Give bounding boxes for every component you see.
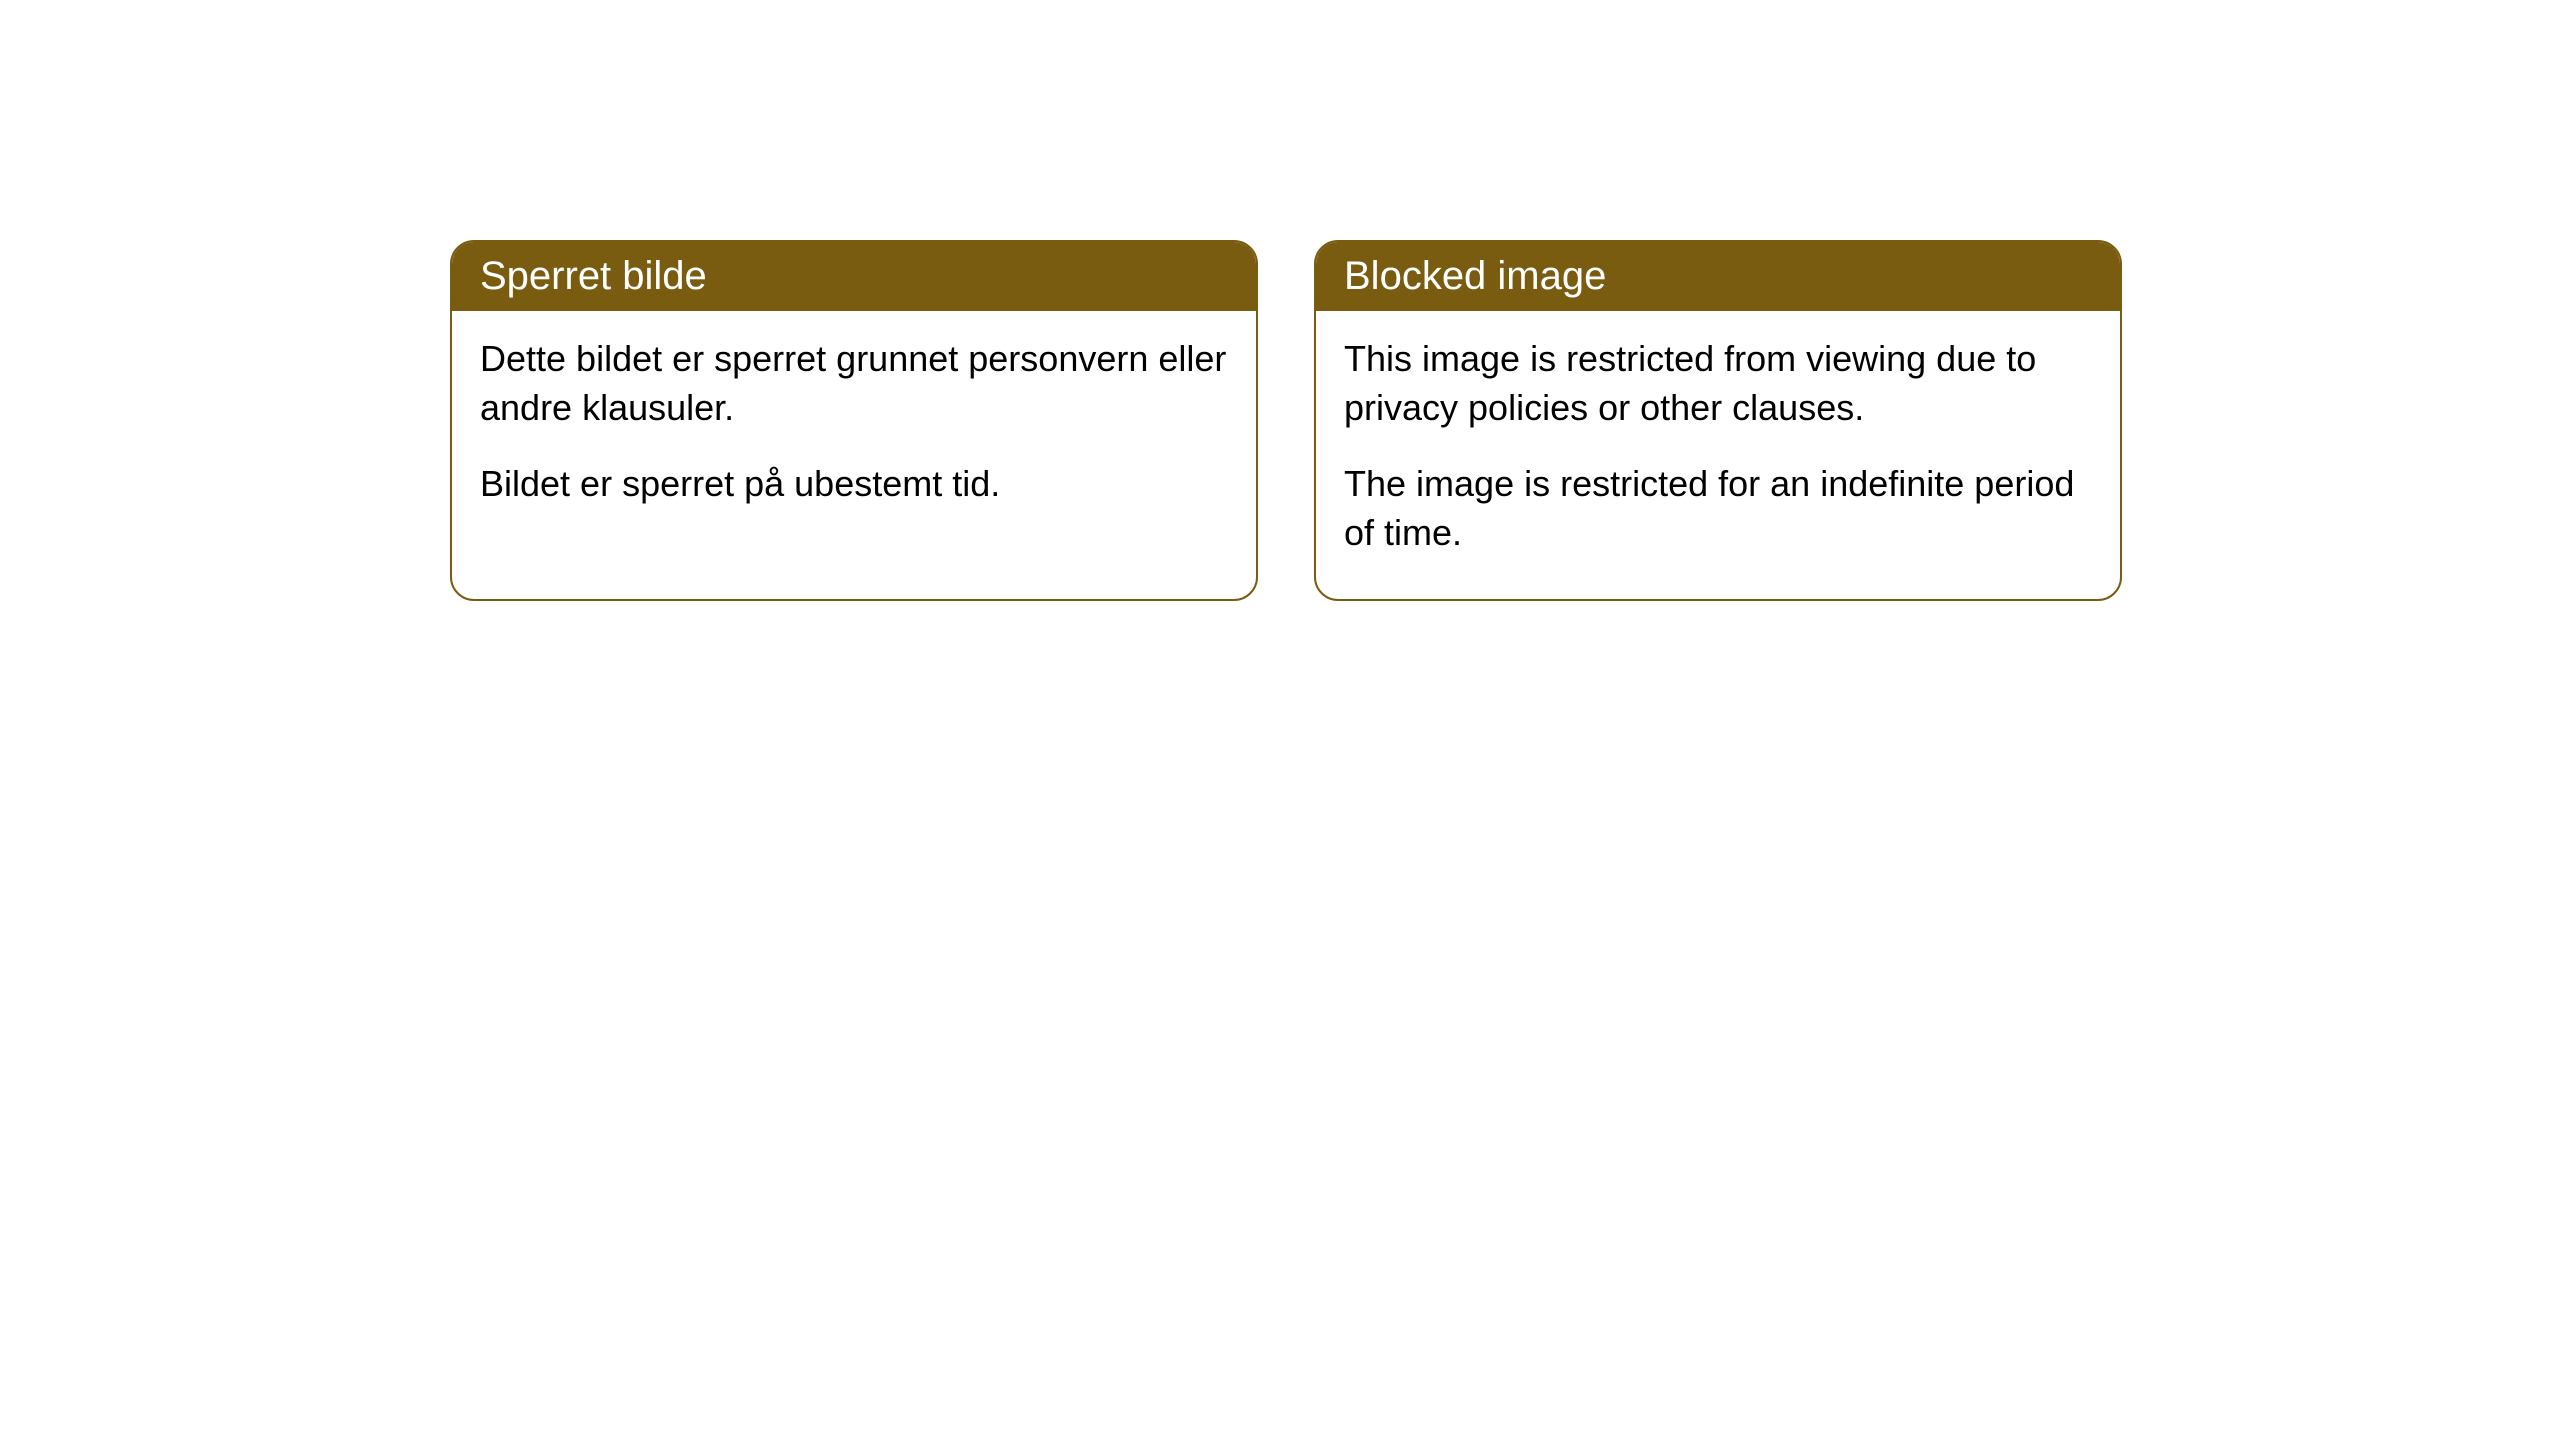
card-paragraph-1-norwegian: Dette bildet er sperret grunnet personve… [480, 335, 1228, 432]
card-body-english: This image is restricted from viewing du… [1316, 311, 2120, 599]
card-paragraph-2-english: The image is restricted for an indefinit… [1344, 460, 2092, 557]
notice-cards-container: Sperret bilde Dette bildet er sperret gr… [450, 240, 2122, 601]
card-paragraph-1-english: This image is restricted from viewing du… [1344, 335, 2092, 432]
card-paragraph-2-norwegian: Bildet er sperret på ubestemt tid. [480, 460, 1228, 509]
blocked-image-card-english: Blocked image This image is restricted f… [1314, 240, 2122, 601]
blocked-image-card-norwegian: Sperret bilde Dette bildet er sperret gr… [450, 240, 1258, 601]
card-body-norwegian: Dette bildet er sperret grunnet personve… [452, 311, 1256, 551]
card-title-english: Blocked image [1344, 254, 1606, 298]
card-header-norwegian: Sperret bilde [452, 242, 1256, 311]
card-header-english: Blocked image [1316, 242, 2120, 311]
card-title-norwegian: Sperret bilde [480, 254, 707, 298]
